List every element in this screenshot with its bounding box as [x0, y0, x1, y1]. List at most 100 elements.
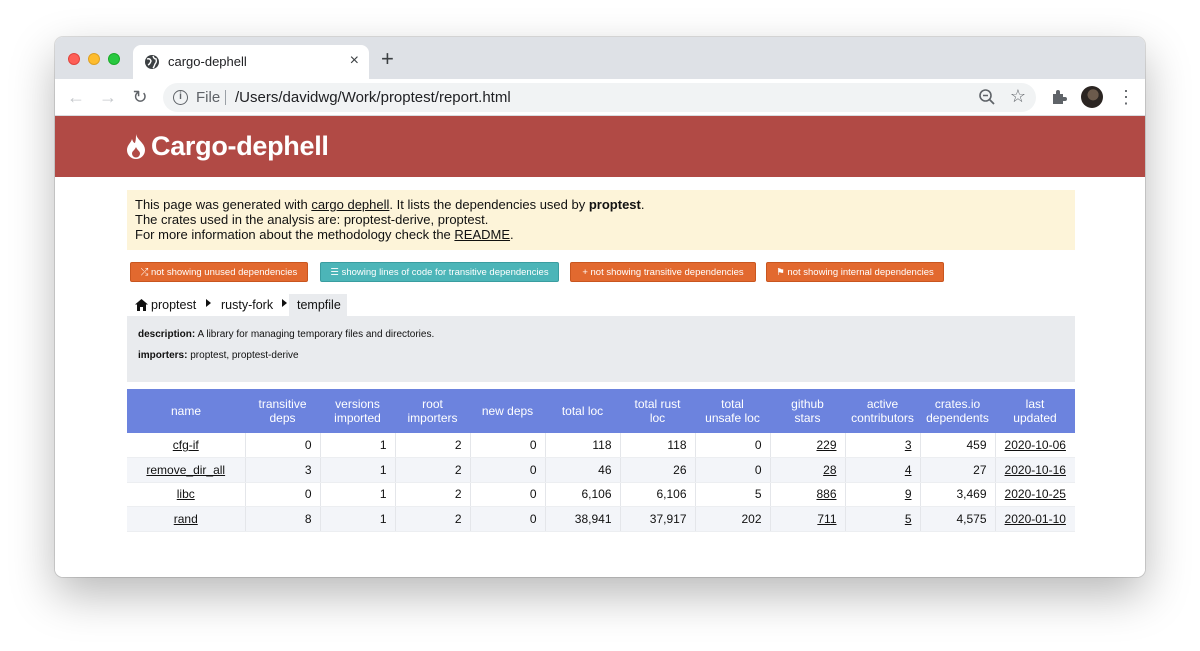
cell-link[interactable]: 5 — [904, 511, 912, 526]
home-icon — [135, 299, 148, 311]
cell-link[interactable]: 2020-10-16 — [1004, 462, 1066, 477]
breadcrumb-item-rusty-fork[interactable]: rusty-fork — [221, 298, 274, 312]
notice-text: For more information about the methodolo… — [135, 227, 455, 242]
toggle-internal-button[interactable]: ⚑ not showing internal dependencies — [766, 262, 944, 282]
column-header-label: transitive — [258, 397, 307, 411]
cell-link[interactable]: 2020-10-06 — [1004, 438, 1066, 452]
crate-name-link[interactable]: rand — [173, 511, 198, 526]
maximize-window-button[interactable] — [108, 53, 120, 65]
table-cell: 5 — [695, 482, 771, 507]
browser-menu-icon[interactable]: ⋮ — [1117, 87, 1135, 107]
page-title: Cargo-dephell — [151, 131, 329, 161]
breadcrumb-item-proptest[interactable]: proptest — [151, 298, 197, 312]
table-cell: remove_dir_all — [127, 457, 246, 483]
toggle-transitive-button[interactable]: + not showing transitive dependencies — [570, 262, 756, 282]
table-cell: 27 — [920, 457, 996, 483]
notice-text: . It lists the dependencies used by — [389, 197, 589, 212]
cell-value: 4,575 — [956, 511, 987, 526]
cell-link[interactable]: 2020-10-25 — [1004, 487, 1066, 502]
info-icon[interactable]: i — [173, 90, 188, 105]
cell-value: 1 — [379, 487, 387, 502]
column-header-label: github — [791, 397, 824, 411]
table-cell: libc — [127, 482, 246, 507]
column-header[interactable]: active contributors — [845, 389, 920, 433]
cell-value: 0 — [754, 438, 762, 452]
column-header[interactable]: total rust loc — [620, 389, 695, 433]
plus-icon: + — [582, 267, 588, 278]
column-header-label: loc — [649, 411, 666, 425]
extensions-puzzle-icon[interactable] — [1050, 88, 1068, 106]
table-cell: cfg-if — [127, 433, 246, 458]
table-cell: 202 — [695, 506, 771, 532]
reload-icon[interactable]: ↻ — [132, 87, 148, 107]
notice-text: . — [510, 227, 514, 242]
cargo-dephell-link[interactable]: cargo dephell — [311, 197, 390, 212]
cell-value: 38,941 — [574, 511, 612, 526]
cell-link[interactable]: 28 — [823, 462, 837, 477]
column-header[interactable]: last updated — [995, 389, 1075, 433]
address-bar[interactable]: i File /Users/davidwg/Work/proptest/repo… — [163, 83, 1036, 112]
column-header-label: active — [866, 397, 899, 411]
cell-link[interactable]: 9 — [904, 487, 912, 502]
zoom-out-icon[interactable] — [978, 88, 996, 106]
cell-link[interactable]: 886 — [816, 487, 837, 502]
table-cell: 2 — [395, 506, 471, 532]
table-row: cfg-if 0 1 2 0 118 118 0 229 3 459 2020-10-06 — [127, 433, 1075, 458]
column-header[interactable]: transitive deps — [245, 389, 320, 433]
profile-avatar[interactable] — [1081, 86, 1103, 108]
cell-link[interactable]: 2020-01-10 — [1004, 511, 1066, 526]
table-cell: 2020-10-25 — [995, 482, 1075, 507]
cell-link[interactable]: 711 — [817, 511, 837, 526]
breadcrumb-item-tempfile[interactable]: tempfile — [297, 298, 341, 312]
toggle-unused-button[interactable]: ⤮ not showing unused dependencies — [130, 262, 308, 282]
notice-line-3: For more information about the methodolo… — [135, 227, 1067, 242]
close-window-button[interactable] — [68, 53, 80, 65]
cell-link[interactable]: 229 — [816, 438, 837, 452]
table-cell: 2020-10-16 — [995, 457, 1075, 483]
scheme-label: File — [196, 89, 221, 106]
table-cell: 118 — [620, 433, 696, 458]
table-cell: 1 — [320, 482, 396, 507]
url-text[interactable]: /Users/davidwg/Work/proptest/report.html — [235, 89, 511, 106]
column-header-label: dependents — [926, 411, 989, 425]
back-icon[interactable]: ← — [67, 87, 85, 107]
minimize-window-button[interactable] — [88, 53, 100, 65]
column-header[interactable]: crates.io dependents — [920, 389, 995, 433]
column-header[interactable]: total loc — [545, 389, 620, 433]
table-cell: 2 — [395, 457, 471, 483]
flame-icon — [127, 134, 145, 159]
column-header-label: stars — [794, 411, 821, 425]
crate-name-link[interactable]: remove_dir_all — [146, 462, 226, 477]
column-header[interactable]: github stars — [770, 389, 845, 433]
table-cell: 0 — [245, 433, 321, 458]
cell-value: 0 — [754, 462, 762, 477]
column-header[interactable]: total unsafe loc — [695, 389, 770, 433]
table-header-row: name transitive deps versions imported root im… — [127, 389, 1075, 433]
column-header[interactable]: name — [127, 389, 245, 433]
column-header[interactable]: root importers — [395, 389, 470, 433]
close-tab-icon[interactable]: × — [349, 52, 359, 69]
readme-link[interactable]: README — [454, 227, 511, 242]
forward-icon[interactable]: → — [99, 87, 117, 107]
column-header-label: total rust — [634, 397, 681, 411]
description-label: description: — [138, 329, 196, 340]
table-cell: 0 — [470, 506, 546, 532]
crate-name-link[interactable]: libc — [176, 487, 195, 502]
column-header-label: total — [721, 397, 744, 411]
table-cell: 0 — [470, 433, 546, 458]
table-cell: 28 — [770, 457, 846, 483]
browser-tab[interactable]: cargo-dephell × — [133, 45, 369, 79]
cell-value: 0 — [529, 511, 537, 526]
crate-name-link[interactable]: cfg-if — [172, 438, 199, 452]
table-cell: 6,106 — [545, 482, 621, 507]
new-tab-button[interactable]: + — [381, 46, 394, 71]
cell-link[interactable]: 3 — [904, 438, 912, 452]
bookmark-star-icon[interactable]: ☆ — [1009, 86, 1026, 106]
toggle-transitive-loc-button[interactable]: ☰ showing lines of code for transitive d… — [320, 262, 559, 282]
cell-link[interactable]: 4 — [904, 462, 912, 477]
column-header[interactable]: versions imported — [320, 389, 395, 433]
table-cell: 0 — [470, 482, 546, 507]
column-header[interactable]: new deps — [470, 389, 545, 433]
cell-value: 2 — [454, 438, 462, 452]
table-body: cfg-if 0 1 2 0 118 118 0 229 3 459 2020-10-06 remove… — [127, 433, 1075, 532]
